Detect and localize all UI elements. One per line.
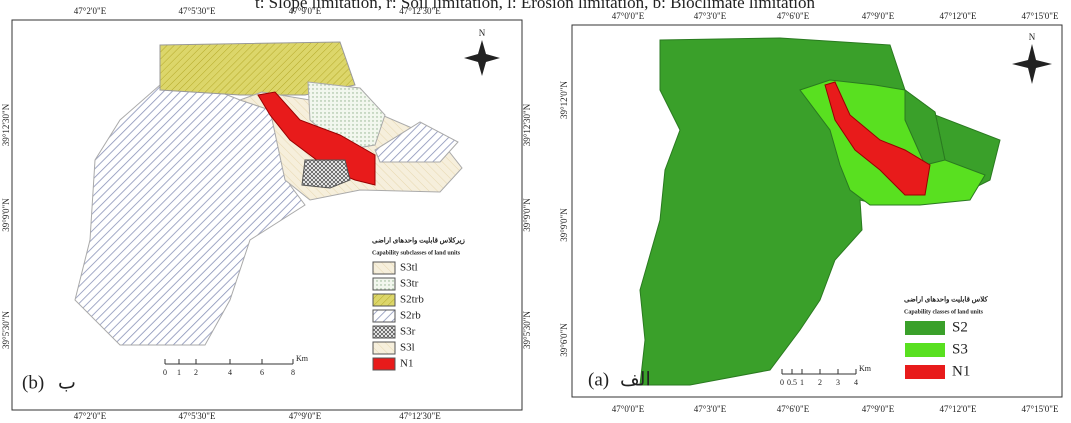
panel-label: (a)	[588, 369, 609, 390]
lon-label: 47°0'0"E	[612, 404, 645, 414]
legend-swatch	[905, 321, 945, 335]
lat-label: 39°12'30"N	[522, 103, 532, 146]
region	[824, 81, 931, 196]
lon-label: 47°3'0"E	[694, 11, 727, 21]
lon-label: 47°15'0"E	[1022, 11, 1059, 21]
lon-label: 47°3'0"E	[694, 404, 727, 414]
lat-label: 39°5'30"N	[1, 311, 11, 349]
lon-label: 47°9'0"E	[862, 404, 895, 414]
lat-label: 39°12'30"N	[1, 103, 11, 146]
north-label: N	[1029, 32, 1036, 42]
lon-label: 47°9'0"E	[289, 411, 322, 421]
legend-label: S3l	[400, 342, 415, 354]
scale-label: 6	[260, 368, 264, 377]
lon-label: 47°12'0"E	[940, 11, 977, 21]
legend-label: S2trb	[400, 294, 424, 306]
scale-label: 4	[854, 378, 858, 387]
panel-label: (b)	[22, 372, 44, 393]
legend-title: کلاس قابلیت واحدهای اراضی	[904, 296, 988, 304]
scale-label: 1	[800, 378, 804, 387]
legend-swatch	[372, 309, 396, 323]
lon-label: 47°12'30"E	[399, 411, 441, 421]
lon-label: 47°0'0"E	[612, 11, 645, 21]
lat-label: 39°6'0"N	[559, 323, 569, 357]
map-a: N کلاس قابلیت واحدهای اراضی Capability c…	[571, 24, 1063, 398]
lat-label: 39°9'0"N	[522, 198, 532, 232]
scale-label: 8	[291, 368, 295, 377]
legend-swatch	[372, 277, 396, 291]
legend-label: N1	[400, 358, 413, 370]
legend-label: S3r	[400, 326, 416, 338]
north-arrow	[464, 40, 500, 76]
lon-label: 47°5'30"E	[179, 6, 216, 16]
legend-label: S3tl	[400, 262, 418, 274]
lon-label: 47°9'0"E	[862, 11, 895, 21]
legend-swatch	[372, 261, 396, 275]
legend-label: S2rb	[400, 310, 421, 322]
north-arrow	[1012, 44, 1052, 84]
lat-label: 39°5'30"N	[522, 311, 532, 349]
scale-label: 0	[780, 378, 784, 387]
panel-label: الف	[620, 369, 651, 390]
frame	[11, 19, 523, 411]
legend-title: Capability subclasses of land units	[372, 250, 461, 256]
scale-label: 4	[228, 368, 232, 377]
legend-swatch	[905, 365, 945, 379]
lon-label: 47°6'0"E	[777, 11, 810, 21]
lon-label: 47°2'0"E	[74, 6, 107, 16]
lon-label: 47°2'0"E	[74, 411, 107, 421]
scale-label: 0.5	[787, 378, 797, 387]
region	[159, 41, 356, 96]
north-label: N	[479, 28, 486, 38]
lat-label: 39°9'0"N	[1, 198, 11, 232]
region	[74, 84, 306, 346]
scale-label: 0	[163, 368, 167, 377]
scale-label: 3	[836, 378, 840, 387]
lon-label: 47°6'0"E	[777, 404, 810, 414]
legend-title: Capability classes of land units	[904, 309, 984, 315]
lon-label: 47°12'30"E	[399, 6, 441, 16]
legend-label: S3tr	[400, 278, 419, 290]
region	[904, 89, 946, 166]
lat-label: 39°12'0"N	[559, 81, 569, 119]
caption: t: Slope limitation, r: Soil limitation,…	[255, 0, 816, 12]
legend-swatch	[372, 325, 396, 339]
scale-label: 2	[194, 368, 198, 377]
legend-title: زیرکلاس قابلیت واحدهای اراضی	[372, 237, 466, 245]
lon-label: 47°5'30"E	[179, 411, 216, 421]
legend-label: S3	[952, 341, 968, 357]
scale-unit: Km	[296, 354, 309, 363]
scale-unit: Km	[859, 364, 872, 373]
lon-label: 47°12'0"E	[940, 404, 977, 414]
region	[301, 159, 351, 189]
lon-label: 47°9'0"E	[289, 6, 322, 16]
legend-swatch	[372, 293, 396, 307]
region	[374, 121, 459, 163]
scale-label: 1	[177, 368, 181, 377]
legend-label: S2	[952, 319, 968, 335]
lon-label: 47°15'0"E	[1022, 404, 1059, 414]
scale-label: 2	[818, 378, 822, 387]
panel-label: ب	[58, 372, 76, 393]
frame	[571, 24, 1063, 398]
legend-label: N1	[952, 363, 970, 379]
legend-swatch	[372, 357, 396, 371]
legend-swatch	[905, 343, 945, 357]
legend-swatch	[372, 341, 396, 355]
map-b: N زیرکلاس قابلیت واحدهای اراضی Capabilit…	[11, 19, 523, 411]
lat-label: 39°9'0"N	[559, 208, 569, 242]
